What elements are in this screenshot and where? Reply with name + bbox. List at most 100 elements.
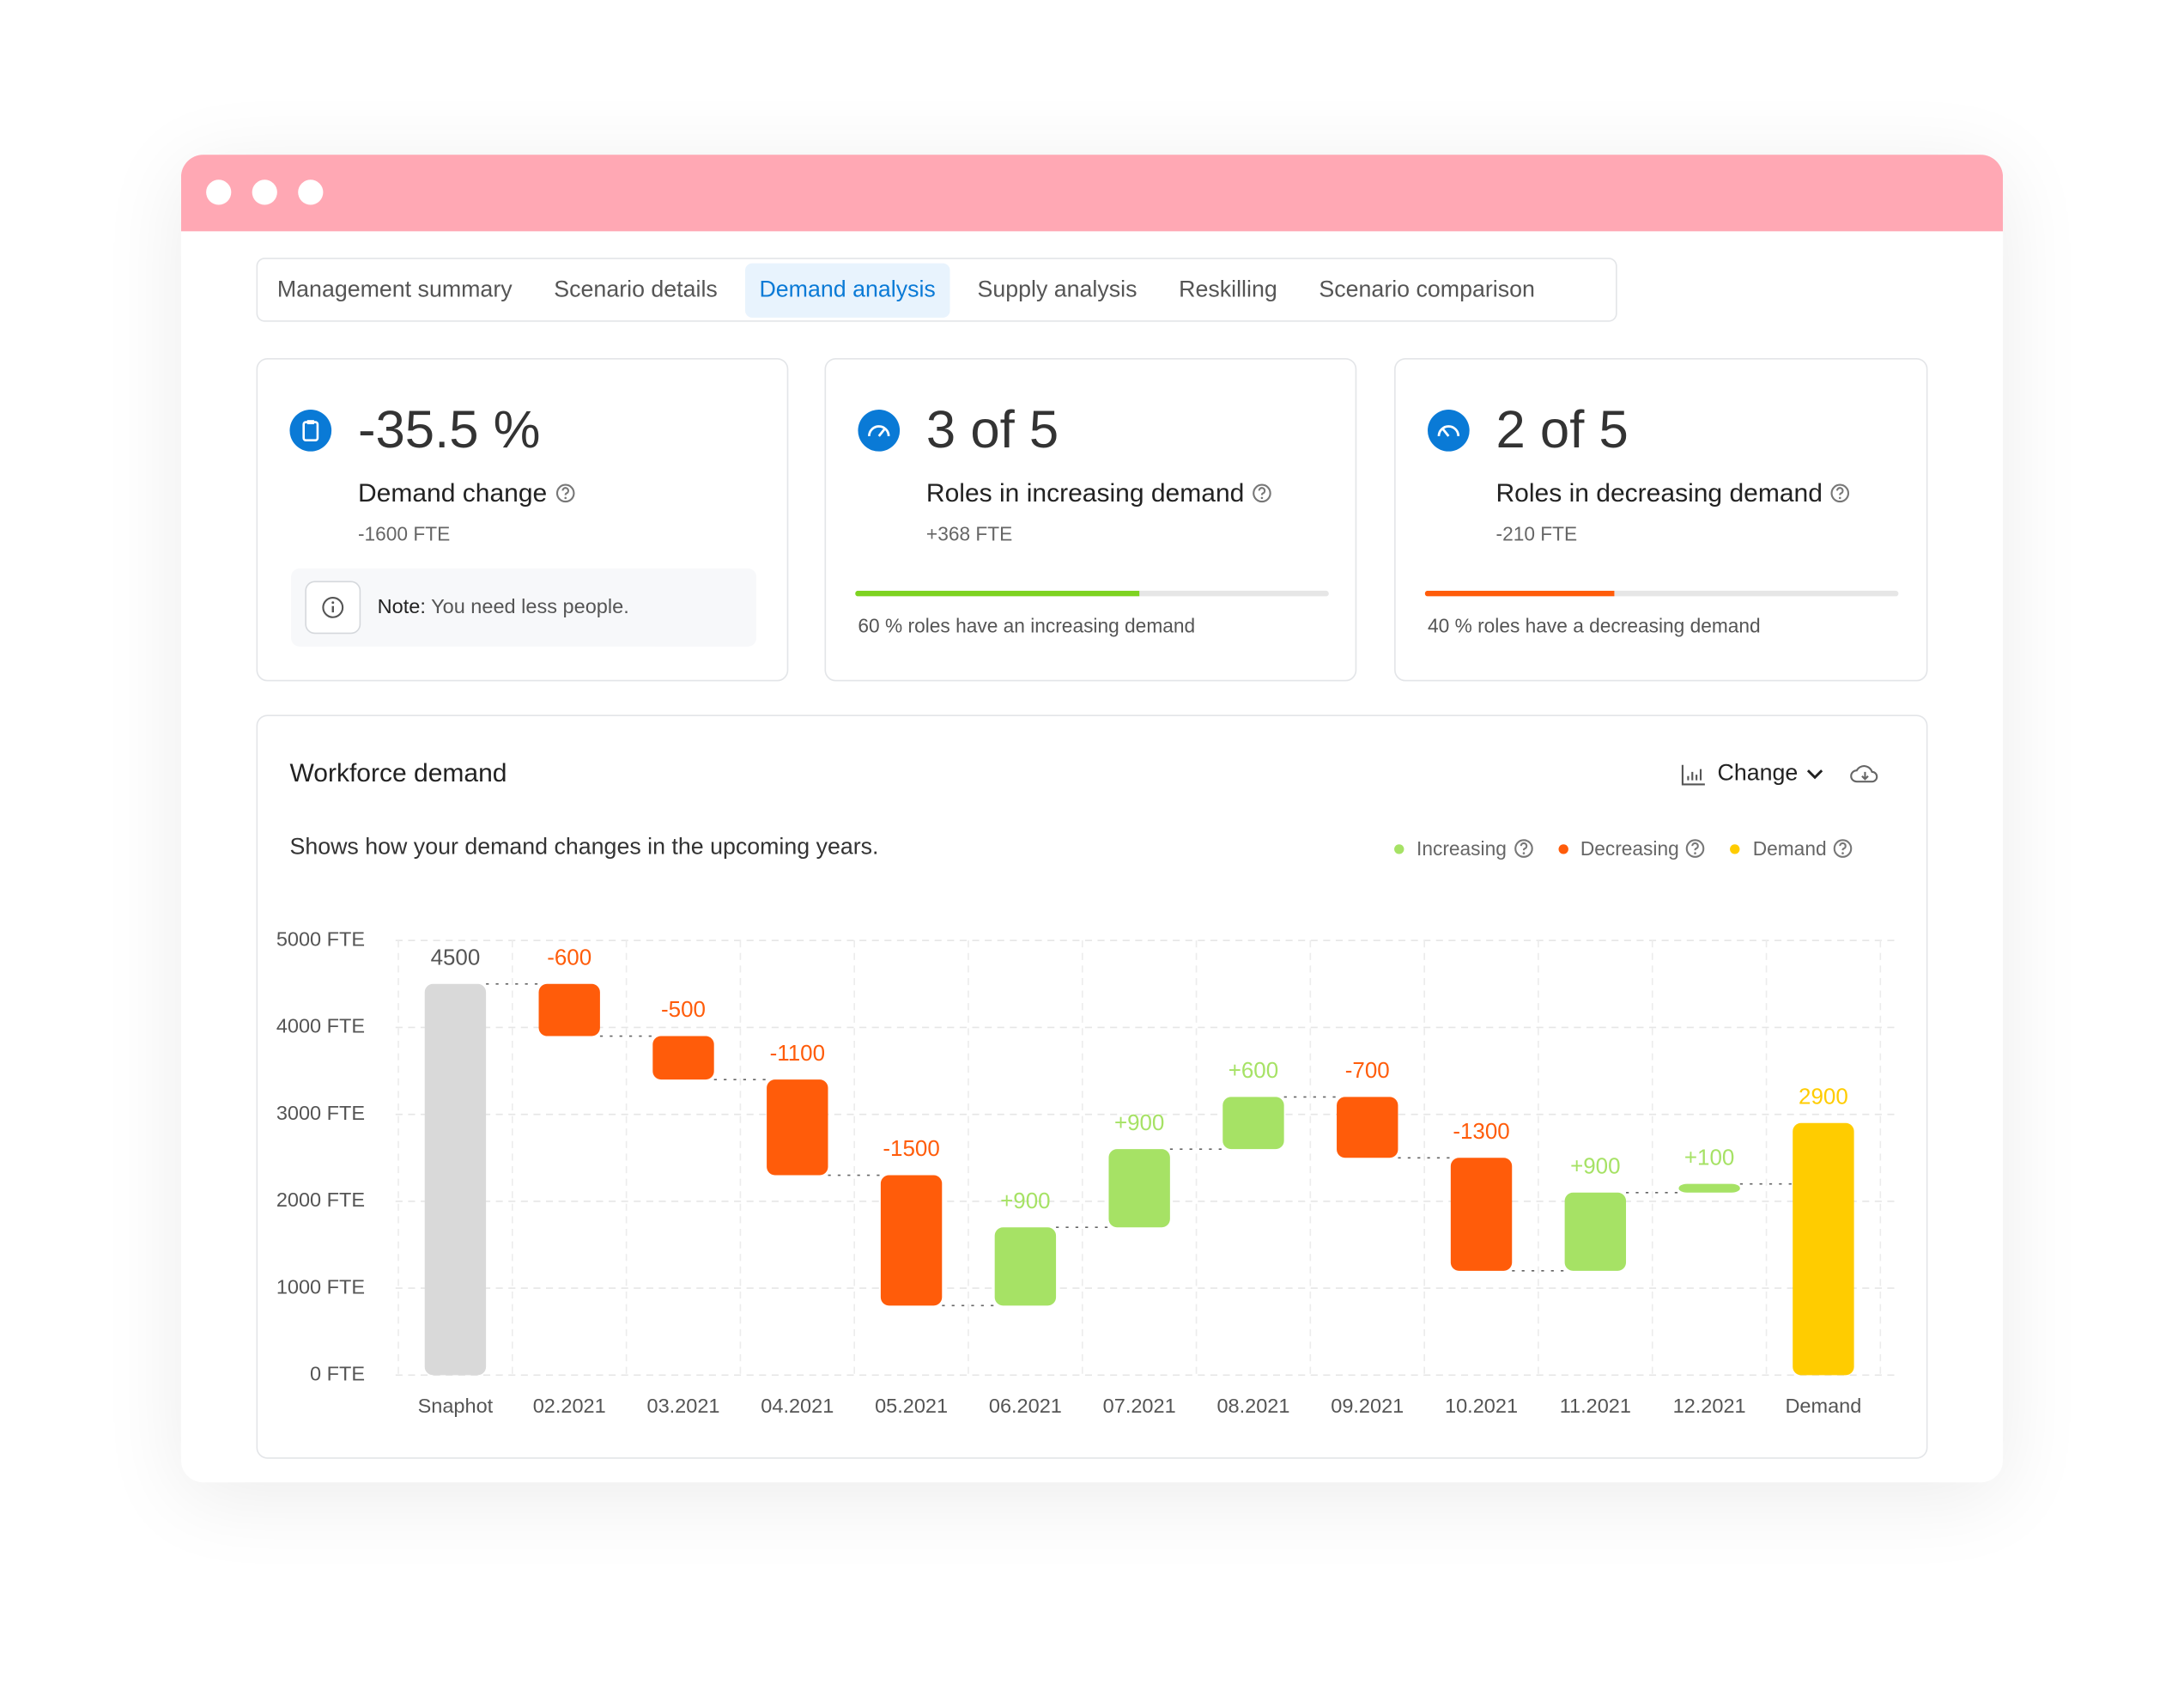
progress-text: % roles have a decreasing demand: [1454, 614, 1761, 637]
legend-dot: [1730, 843, 1741, 854]
note-text: You need less people.: [431, 596, 629, 619]
bar: [1450, 1158, 1513, 1271]
x-tick-label: 03.2021: [646, 1395, 719, 1417]
bar: [1793, 1122, 1854, 1376]
x-tick-label: 06.2021: [989, 1395, 1062, 1417]
card-icon: [1428, 410, 1470, 452]
data-label: -1100: [770, 1042, 825, 1066]
y-tick-label: 3000 FTE: [276, 1102, 365, 1124]
kpi-value: 3 of 5: [925, 401, 1059, 460]
legend-dot: [1557, 843, 1568, 854]
kpi-sub: -1600 FTE: [357, 522, 451, 545]
data-label: +900: [1570, 1154, 1620, 1178]
tab[interactable]: Scenario comparison: [1319, 277, 1535, 302]
kpi-card: -35.5 % Demand change -1600 FTE Note: Yo…: [256, 357, 789, 682]
y-tick-label: 1000 FTE: [276, 1275, 365, 1298]
x-tick-label: 08.2021: [1216, 1395, 1289, 1417]
x-tick-label: 11.2021: [1560, 1395, 1631, 1417]
download-icon[interactable]: [1850, 762, 1881, 787]
window-bar: [180, 155, 2004, 232]
legend-label: Decreasing: [1580, 837, 1679, 860]
kpi-card: 3 of 5 Roles in increasing demand +368 F…: [824, 357, 1357, 682]
data-label: -1500: [883, 1137, 939, 1161]
legend-label: Demand: [1752, 837, 1827, 860]
legend-dot: [1394, 843, 1404, 854]
kpi-label-text: Roles in increasing demand: [925, 477, 1245, 508]
chart-title: Workforce demand: [289, 757, 507, 787]
data-label: +600: [1228, 1059, 1278, 1083]
note-box: Note: You need less people.: [291, 568, 756, 647]
icon: [1437, 425, 1460, 437]
card-icon: [858, 410, 901, 452]
note: Note: You need less people.: [378, 596, 629, 618]
x-tick-label: 09.2021: [1331, 1395, 1404, 1417]
tab[interactable]: Supply analysis: [977, 277, 1138, 302]
legend-item: Increasing: [1394, 837, 1533, 860]
tab[interactable]: Demand analysis: [745, 262, 950, 318]
view-label: Change: [1717, 760, 1799, 787]
data-label: +100: [1684, 1146, 1734, 1170]
kpi-value: -35.5 %: [357, 401, 541, 460]
progress-bar: [1424, 590, 1615, 597]
window-dot: [206, 179, 232, 205]
x-tick-label: 10.2021: [1445, 1395, 1518, 1417]
data-label: 4500: [431, 945, 481, 970]
bar: [994, 1227, 1057, 1306]
x-tick-label: 02.2021: [533, 1395, 606, 1417]
data-label: 2900: [1799, 1085, 1848, 1109]
kpi-value: 2 of 5: [1495, 401, 1629, 460]
icon: [1806, 769, 1823, 779]
x-tick-label: 07.2021: [1103, 1395, 1176, 1417]
chart-subtitle: Shows how your demand changes in the upc…: [289, 834, 879, 860]
bar: [1337, 1097, 1398, 1158]
legend-label: Increasing: [1417, 837, 1507, 860]
x-tick-label: 05.2021: [875, 1395, 948, 1417]
icon: [302, 420, 319, 441]
data-label: -700: [1345, 1059, 1390, 1083]
info-icon: [305, 581, 361, 635]
progress-caption: 40 % roles have a decreasing demand: [1428, 615, 1761, 637]
icon: [322, 596, 344, 618]
data-label: +900: [1000, 1189, 1050, 1213]
kpi-label-text: Demand change: [357, 477, 548, 508]
window-dot: [298, 179, 324, 205]
tab[interactable]: Reskilling: [1179, 277, 1277, 302]
bar: [424, 983, 487, 1376]
bar: [538, 983, 600, 1036]
progress-caption: 60 % roles have an increasing demand: [858, 615, 1195, 637]
tab[interactable]: Scenario details: [554, 277, 718, 302]
data-label: -600: [547, 945, 592, 970]
note-label: Note:: [377, 596, 426, 619]
card-icon: [289, 410, 332, 452]
progress-track: [855, 590, 1329, 597]
kpi-label: Roles in decreasing demand: [1496, 478, 1851, 509]
progress-track: [1424, 590, 1899, 597]
x-tick-label: 04.2021: [761, 1395, 834, 1417]
kpi-card: 2 of 5 Roles in decreasing demand -210 F…: [1394, 357, 1928, 682]
chart-card: Workforce demand Shows how your demand c…: [256, 714, 1928, 1459]
icon: [1681, 763, 1705, 785]
y-tick-label: 5000 FTE: [276, 927, 365, 950]
tab-bar: Management summary Scenario details Demand…: [256, 258, 1617, 322]
progress-value: 40: [1428, 614, 1450, 637]
bar: [767, 1079, 828, 1176]
data-label: -1300: [1453, 1120, 1509, 1144]
y-tick-label: 4000 FTE: [276, 1015, 365, 1037]
bar: [652, 1036, 714, 1080]
kpi-label: Demand change: [358, 478, 575, 509]
tab[interactable]: Management summary: [276, 277, 513, 302]
x-tick-label: Demand: [1785, 1395, 1861, 1417]
progress-text: % roles have an increasing demand: [885, 614, 1196, 637]
bar: [1108, 1149, 1170, 1228]
data-label: -500: [661, 998, 706, 1022]
bar: [1678, 1183, 1740, 1193]
icon: [868, 425, 890, 437]
bar: [1222, 1097, 1284, 1150]
kpi-sub: +368 FTE: [925, 522, 1013, 545]
x-tick-label: Snaphot: [418, 1395, 494, 1417]
legend: Increasing Decreasing Demand: [1394, 837, 1878, 860]
view-dropdown[interactable]: Change: [1681, 761, 1825, 787]
